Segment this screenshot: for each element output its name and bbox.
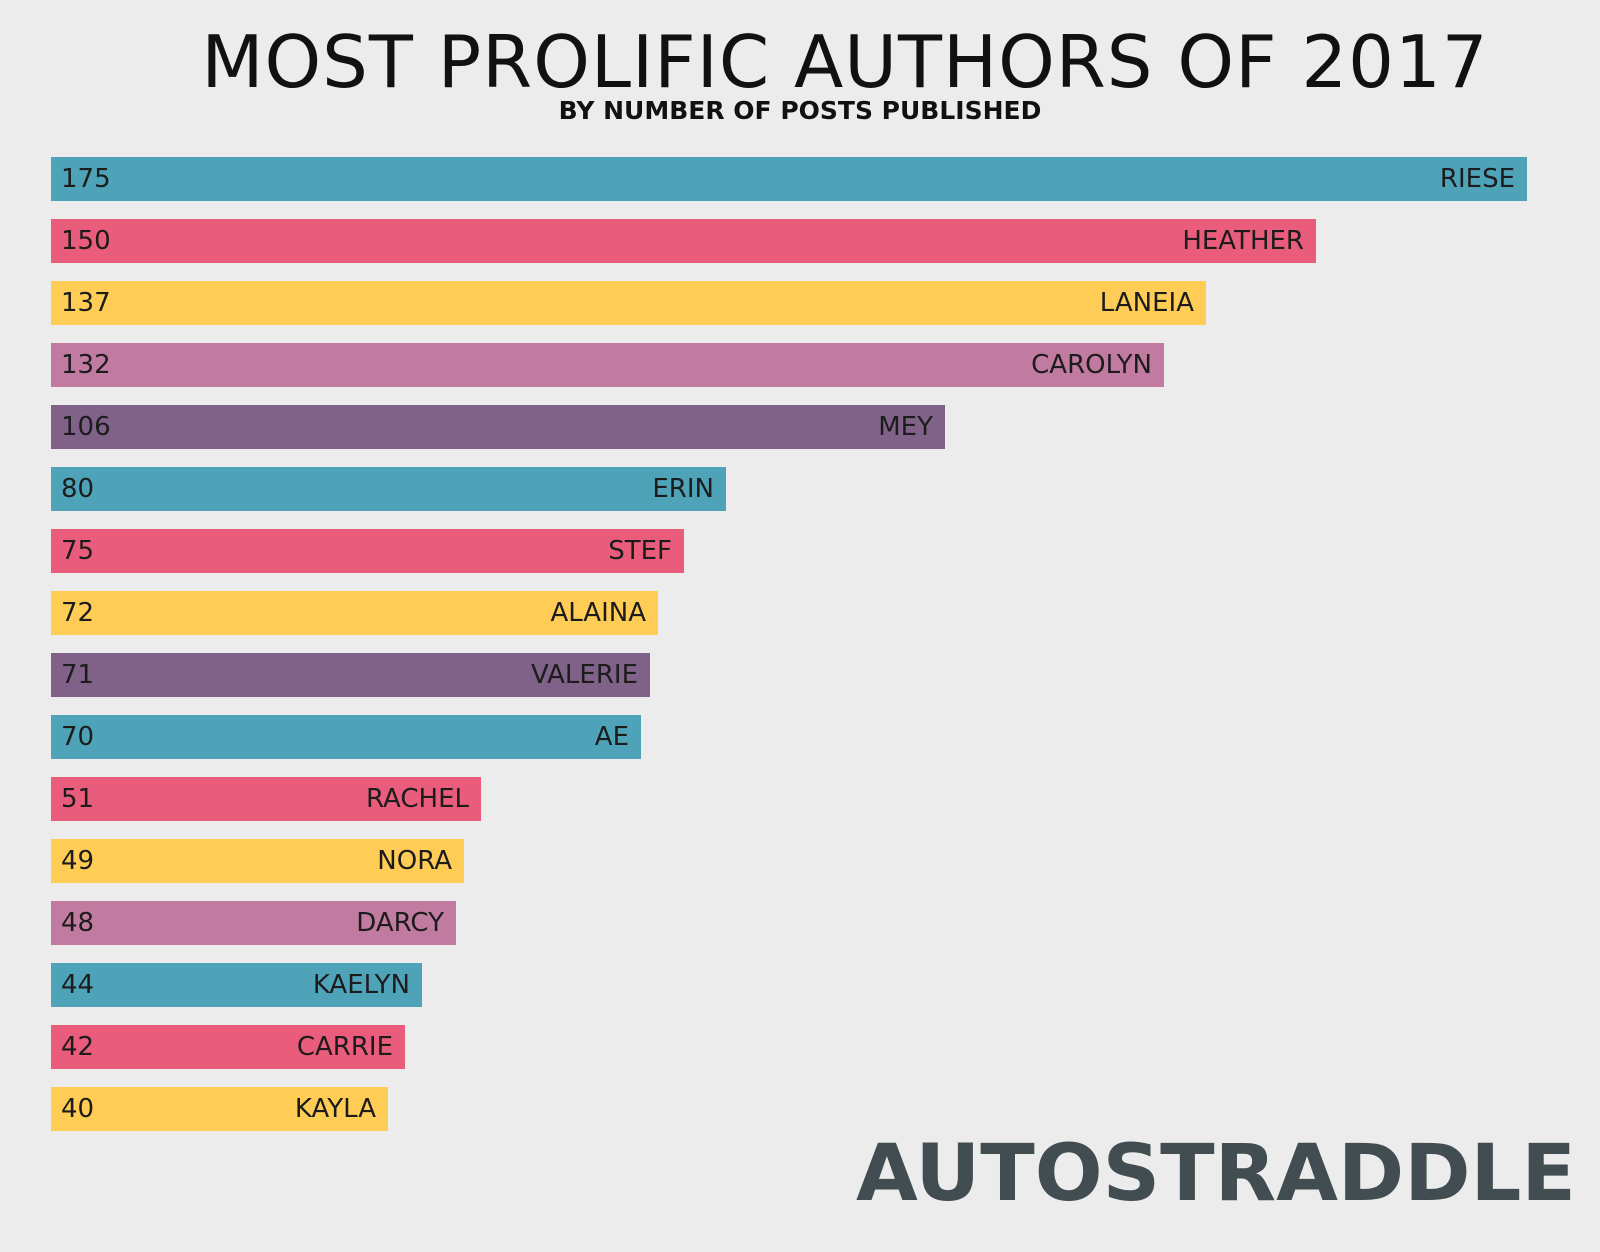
- bar-rachel: 51 RACHEL: [51, 777, 481, 821]
- bar-category-label: AE: [594, 722, 629, 752]
- bar-alaina: 72 ALAINA: [51, 591, 658, 635]
- chart-subtitle: BY NUMBER OF POSTS PUBLISHED: [558, 96, 1042, 125]
- logo-wordmark: AUTOSTRADDLE: [856, 1130, 1576, 1212]
- bar-value-label: 51: [61, 784, 95, 814]
- bar-value-label: 80: [61, 474, 95, 504]
- bar-category-label: MEY: [878, 412, 933, 442]
- bar-category-label: ERIN: [652, 474, 714, 504]
- bar-heather: 150 HEATHER: [51, 219, 1316, 263]
- bar-stef: 75 STEF: [51, 529, 684, 573]
- bar-value-label: 48: [61, 908, 95, 938]
- bar-ae: 70 AE: [51, 715, 641, 759]
- bar-kaelyn: 44 KAELYN: [51, 963, 422, 1007]
- bar-category-label: STEF: [608, 536, 672, 566]
- bar-value-label: 49: [61, 846, 95, 876]
- bar-nora: 49 NORA: [51, 839, 464, 883]
- bar-category-label: KAYLA: [294, 1094, 376, 1124]
- bar-category-label: RACHEL: [366, 784, 469, 814]
- bar-value-label: 42: [61, 1032, 95, 1062]
- bar-value-label: 72: [61, 598, 95, 628]
- bar-category-label: NORA: [377, 846, 452, 876]
- bar-category-label: ALAINA: [550, 598, 646, 628]
- bar-erin: 80 ERIN: [51, 467, 726, 511]
- autostraddle-logo: AUTOSTRADDLE: [856, 1130, 1576, 1212]
- bar-darcy: 48 DARCY: [51, 901, 456, 945]
- bar-value-label: 132: [61, 350, 111, 380]
- bar-category-label: VALERIE: [531, 660, 638, 690]
- bar-value-label: 70: [61, 722, 95, 752]
- bar-value-label: 40: [61, 1094, 95, 1124]
- bar-value-label: 75: [61, 536, 95, 566]
- bar-category-label: DARCY: [356, 908, 444, 938]
- bar-carolyn: 132 CAROLYN: [51, 343, 1164, 387]
- bar-value-label: 44: [61, 970, 95, 1000]
- bar-mey: 106 MEY: [51, 405, 945, 449]
- bar-carrie: 42 CARRIE: [51, 1025, 405, 1069]
- bar-kayla: 40 KAYLA: [51, 1087, 388, 1131]
- chart-title: MOST PROLIFIC AUTHORS OF 2017: [201, 20, 1489, 104]
- bar-laneia: 137 LANEIA: [51, 281, 1206, 325]
- bar-category-label: RIESE: [1439, 164, 1515, 194]
- bar-category-label: KAELYN: [312, 970, 410, 1000]
- bar-valerie: 71 VALERIE: [51, 653, 650, 697]
- bar-category-label: LANEIA: [1099, 288, 1194, 318]
- bar-category-label: CAROLYN: [1031, 350, 1152, 380]
- bar-value-label: 150: [61, 226, 111, 256]
- bar-riese: 175 RIESE: [51, 157, 1527, 201]
- bar-value-label: 175: [61, 164, 111, 194]
- bar-category-label: HEATHER: [1182, 226, 1304, 256]
- bar-value-label: 106: [61, 412, 111, 442]
- bar-value-label: 137: [61, 288, 111, 318]
- bar-value-label: 71: [61, 660, 95, 690]
- bar-category-label: CARRIE: [296, 1032, 393, 1062]
